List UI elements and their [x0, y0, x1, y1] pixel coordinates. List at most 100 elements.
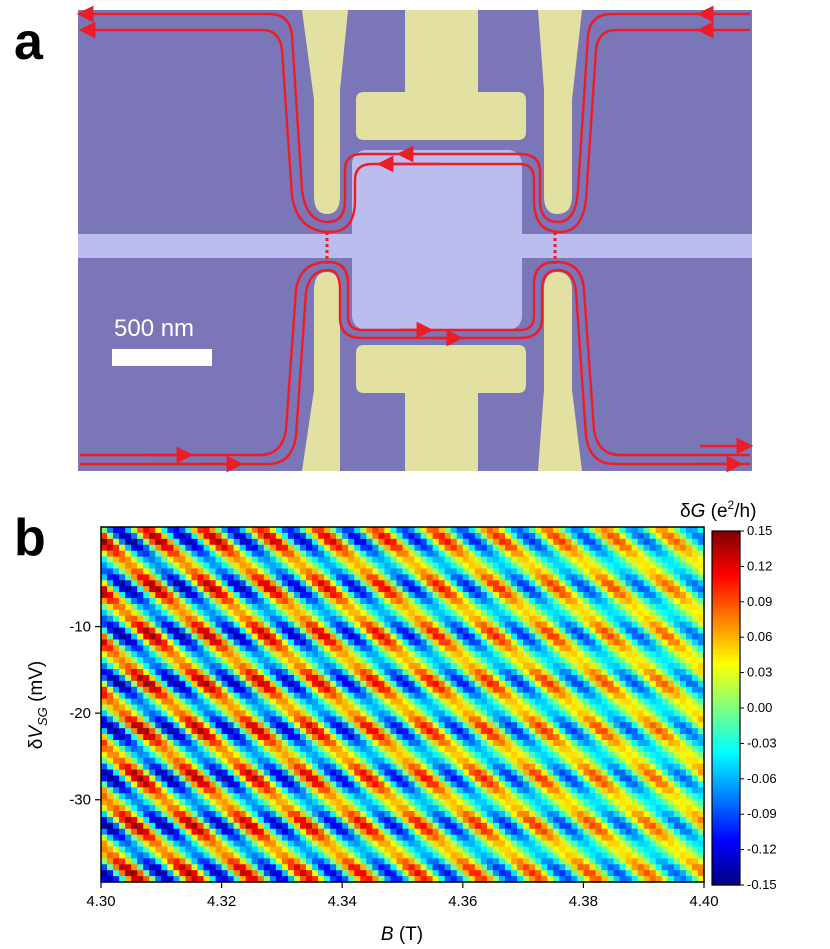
heatmap-cell: [209, 828, 217, 836]
heatmap-cell: [438, 811, 446, 818]
heatmap-cell: [113, 728, 120, 735]
heatmap-cell: [287, 609, 295, 617]
heatmap-cell: [571, 615, 578, 623]
heatmap-cell: [583, 633, 591, 641]
heatmap-cell: [287, 680, 295, 688]
heatmap-cell: [245, 728, 253, 735]
heatmap-cell: [553, 562, 560, 570]
heatmap-cell: [299, 775, 307, 783]
heatmap-cell: [444, 799, 452, 806]
heatmap-cell: [318, 615, 325, 623]
heatmap-cell: [360, 574, 367, 581]
heatmap-cell: [227, 811, 235, 818]
heatmap-cell: [517, 816, 524, 824]
heatmap-cell: [342, 574, 349, 581]
heatmap-cell: [269, 574, 277, 581]
heatmap-cell: [462, 757, 470, 765]
heatmap-cell: [281, 734, 289, 741]
heatmap-cell: [149, 757, 156, 765]
heatmap-cell: [474, 645, 482, 652]
heatmap-cell: [299, 568, 307, 575]
heatmap-cell: [589, 781, 597, 788]
heatmap-cell: [113, 876, 120, 883]
heatmap-cell: [529, 680, 536, 688]
heatmap-cell: [167, 562, 174, 570]
heatmap-cell: [269, 722, 277, 729]
heatmap-cell: [535, 722, 542, 729]
heatmap-cell: [312, 822, 319, 830]
heatmap-cell: [173, 686, 180, 694]
heatmap-cell: [318, 586, 325, 593]
heatmap-cell: [426, 769, 434, 777]
heatmap-cell: [553, 722, 560, 729]
heatmap-cell: [462, 787, 470, 794]
heatmap-cell: [426, 544, 434, 552]
heatmap-cell: [480, 799, 488, 806]
heatmap-cell: [595, 544, 603, 552]
heatmap-cell: [583, 651, 591, 658]
heatmap-cell: [444, 775, 452, 783]
heatmap-cell: [336, 527, 343, 534]
heatmap-cell: [239, 556, 247, 564]
heatmap-cell: [281, 793, 289, 800]
heatmap-cell: [354, 816, 361, 824]
heatmap-cell: [468, 763, 476, 771]
heatmap-cell: [101, 692, 108, 700]
heatmap-cell: [402, 763, 410, 771]
heatmap-cell: [342, 781, 349, 788]
heatmap-cell: [354, 532, 361, 540]
heatmap-cell: [426, 757, 434, 765]
heatmap-cell: [571, 822, 578, 830]
heatmap-cell: [474, 586, 482, 593]
heatmap-cell: [263, 621, 271, 629]
heatmap-cell: [438, 639, 446, 646]
heatmap-cell: [107, 858, 114, 865]
heatmap-cell: [155, 876, 162, 883]
heatmap-cell: [348, 651, 355, 658]
heatmap-cell: [595, 538, 603, 546]
heatmap-cell: [233, 805, 241, 812]
heatmap-cell: [523, 598, 530, 605]
heatmap-cell: [149, 544, 156, 552]
heatmap-cell: [269, 627, 277, 635]
heatmap-cell: [263, 692, 271, 700]
heatmap-cell: [577, 669, 584, 676]
heatmap-cell: [523, 852, 530, 859]
heatmap-cell: [396, 822, 404, 830]
heatmap-cell: [119, 846, 126, 854]
heatmap-cell: [541, 740, 548, 747]
heatmap-cell: [378, 663, 386, 670]
heatmap-cell: [553, 663, 560, 670]
heatmap-cell: [390, 840, 398, 848]
heatmap-cell: [523, 568, 530, 575]
heatmap-cell: [318, 852, 325, 859]
heatmap-cell: [408, 757, 416, 765]
heatmap-cell: [505, 822, 512, 830]
heatmap-cell: [492, 598, 500, 605]
heatmap-cell: [197, 586, 205, 593]
heatmap-cell: [293, 568, 301, 575]
heatmap-cell: [571, 775, 578, 783]
heatmap-cell: [191, 568, 199, 575]
heatmap-cell: [330, 763, 337, 771]
heatmap-cell: [167, 757, 174, 765]
heatmap-cell: [245, 734, 253, 741]
heatmap-cell: [251, 734, 259, 741]
heatmap-cell: [143, 568, 150, 575]
heatmap-cell: [209, 562, 217, 570]
heatmap-cell: [185, 603, 193, 611]
heatmap-cell: [221, 816, 229, 824]
heatmap-cell: [366, 651, 373, 658]
heatmap-cell: [541, 710, 548, 717]
heatmap-cell: [408, 781, 416, 788]
heatmap-cell: [535, 639, 542, 646]
heatmap-cell: [245, 615, 253, 623]
heatmap-cell: [209, 710, 217, 717]
heatmap-cell: [583, 621, 591, 629]
heatmap-cell: [408, 745, 416, 753]
heatmap-cell: [390, 805, 398, 812]
heatmap-cell: [595, 745, 603, 753]
heatmap-cell: [492, 527, 500, 534]
heatmap-cell: [565, 846, 572, 854]
heatmap-cell: [348, 763, 355, 771]
